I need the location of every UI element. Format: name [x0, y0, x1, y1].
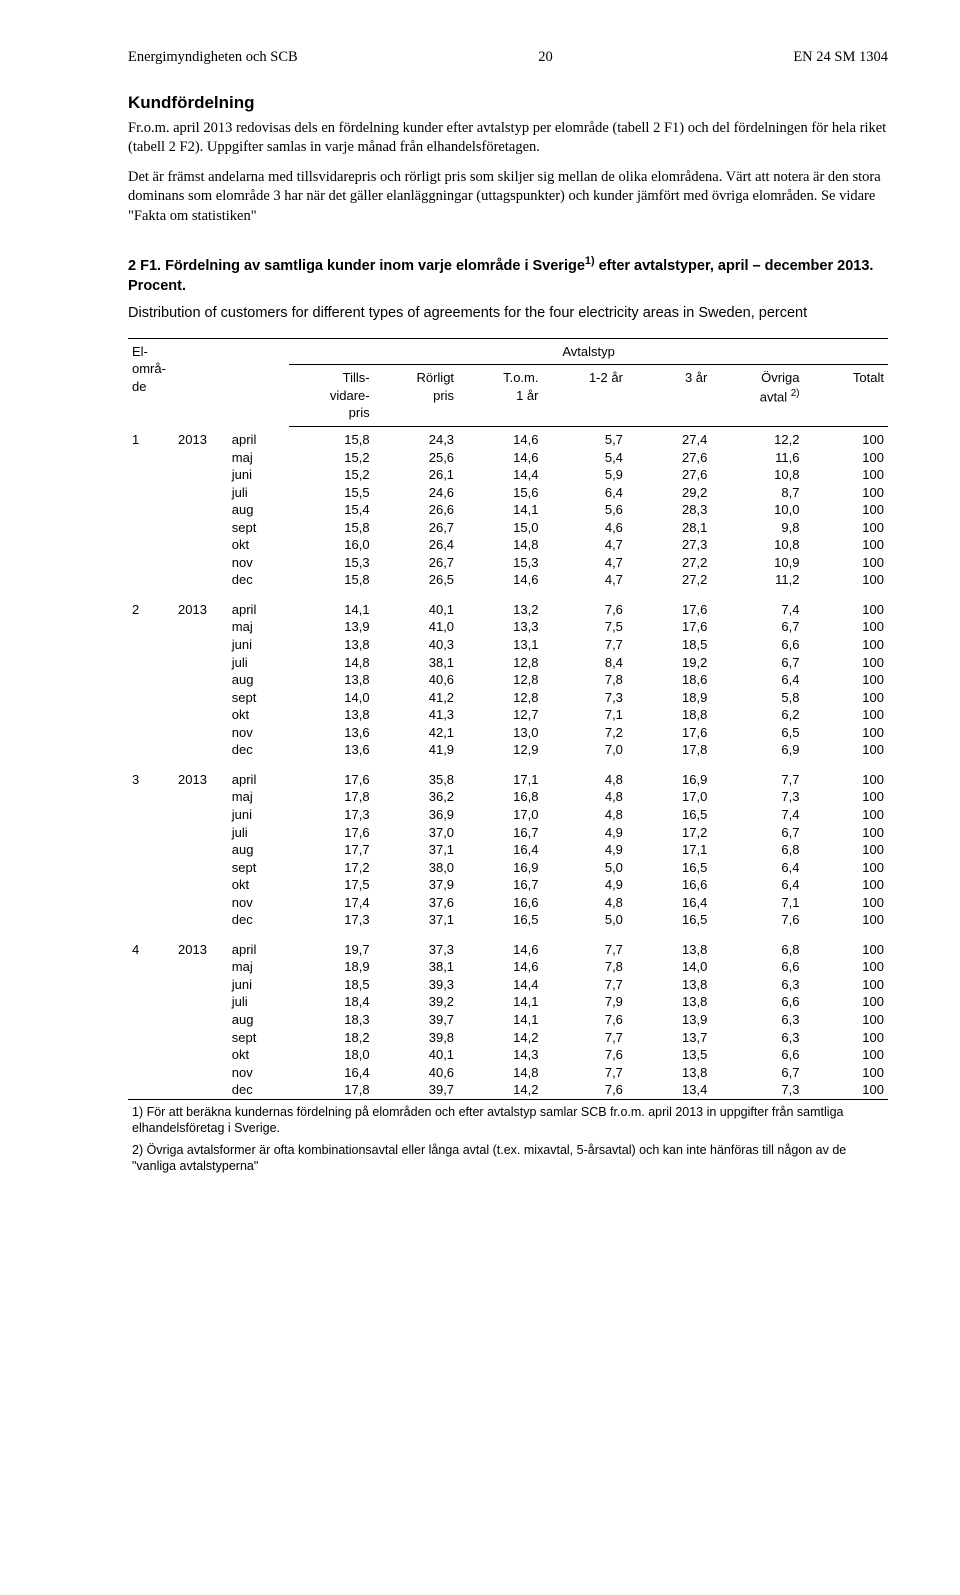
table-footnotes: 1) För att beräkna kundernas fördelning …	[132, 1104, 884, 1175]
distribution-table: El-områ-de Avtalstyp Tills-vidare-pris R…	[128, 338, 888, 1181]
table-row: juli15,524,615,66,429,28,7100	[128, 484, 888, 502]
table-row: maj17,836,216,84,817,07,3100	[128, 788, 888, 806]
col-3-ar: 3 år	[627, 365, 711, 427]
table-row: nov15,326,715,34,727,210,9100	[128, 554, 888, 572]
table-row: juni17,336,917,04,816,57,4100	[128, 806, 888, 824]
section-title: Kundfördelning	[128, 92, 888, 115]
header-left: Energimyndigheten och SCB	[128, 48, 298, 68]
table-subcaption: Distribution of customers for different …	[128, 304, 888, 324]
intro-paragraph-2: Det är främst andelarna med tillsvidarep…	[128, 168, 888, 227]
table-row: okt16,026,414,84,727,310,8100	[128, 536, 888, 554]
col-tom-1ar: T.o.m.1 år	[458, 365, 542, 427]
table-row: sept15,826,715,04,628,19,8100	[128, 519, 888, 537]
table-row: aug13,840,612,87,818,66,4100	[128, 671, 888, 689]
table-row: nov17,437,616,64,816,47,1100	[128, 894, 888, 912]
table-row: dec17,337,116,55,016,57,6100	[128, 911, 888, 929]
table-row: sept17,238,016,95,016,56,4100	[128, 859, 888, 877]
table-row: 32013april17,635,817,14,816,97,7100	[128, 759, 888, 789]
intro-paragraph-1: Fr.o.m. april 2013 redovisas dels en för…	[128, 119, 888, 158]
table-row: nov13,642,113,07,217,66,5100	[128, 724, 888, 742]
table-caption: 2 F1. Fördelning av samtliga kunder inom…	[128, 254, 888, 296]
table-row: juni15,226,114,45,927,610,8100	[128, 466, 888, 484]
table-row: 22013april14,140,113,27,617,67,4100	[128, 589, 888, 619]
table-row: okt17,537,916,74,916,66,4100	[128, 876, 888, 894]
table-row: juni13,840,313,17,718,56,6100	[128, 636, 888, 654]
table-row: maj15,225,614,65,427,611,6100	[128, 449, 888, 467]
table-row: dec13,641,912,97,017,86,9100	[128, 741, 888, 759]
table-row: aug15,426,614,15,628,310,0100	[128, 501, 888, 519]
table-row: sept14,041,212,87,318,95,8100	[128, 689, 888, 707]
col-super-header: Avtalstyp	[289, 338, 888, 365]
page-header: Energimyndigheten och SCB 20 EN 24 SM 13…	[128, 48, 888, 68]
table-row: juli18,439,214,17,913,86,6100	[128, 993, 888, 1011]
table-row: aug18,339,714,17,613,96,3100	[128, 1011, 888, 1029]
table-row: okt18,040,114,37,613,56,6100	[128, 1046, 888, 1064]
table-row: sept18,239,814,27,713,76,3100	[128, 1029, 888, 1047]
table-row: maj18,938,114,67,814,06,6100	[128, 958, 888, 976]
col-rorligt: Rörligtpris	[374, 365, 458, 427]
table-row: 42013april19,737,314,67,713,86,8100	[128, 929, 888, 959]
footnote-2: 2) Övriga avtalsformer är ofta kombinati…	[132, 1142, 884, 1175]
col-totalt: Totalt	[803, 365, 888, 427]
table-row: juli17,637,016,74,917,26,7100	[128, 824, 888, 842]
table-row: dec17,839,714,27,613,47,3100	[128, 1081, 888, 1099]
table-row: juli14,838,112,88,419,26,7100	[128, 654, 888, 672]
table-row: nov16,440,614,87,713,86,7100	[128, 1064, 888, 1082]
table-row: okt13,841,312,77,118,86,2100	[128, 706, 888, 724]
footnote-1: 1) För att beräkna kundernas fördelning …	[132, 1104, 884, 1137]
col-area: El-områ-de	[128, 338, 174, 426]
table-row: dec15,826,514,64,727,211,2100	[128, 571, 888, 589]
col-tillsvidare: Tills-vidare-pris	[289, 365, 373, 427]
col-ovriga: Övrigaavtal 2)	[711, 365, 803, 427]
table-row: maj13,941,013,37,517,66,7100	[128, 618, 888, 636]
table-row: 12013april15,824,314,65,727,412,2100	[128, 427, 888, 449]
header-page-number: 20	[538, 48, 553, 68]
col-1-2-ar: 1-2 år	[542, 365, 626, 427]
table-row: aug17,737,116,44,917,16,8100	[128, 841, 888, 859]
header-right: EN 24 SM 1304	[793, 48, 888, 68]
table-row: juni18,539,314,47,713,86,3100	[128, 976, 888, 994]
